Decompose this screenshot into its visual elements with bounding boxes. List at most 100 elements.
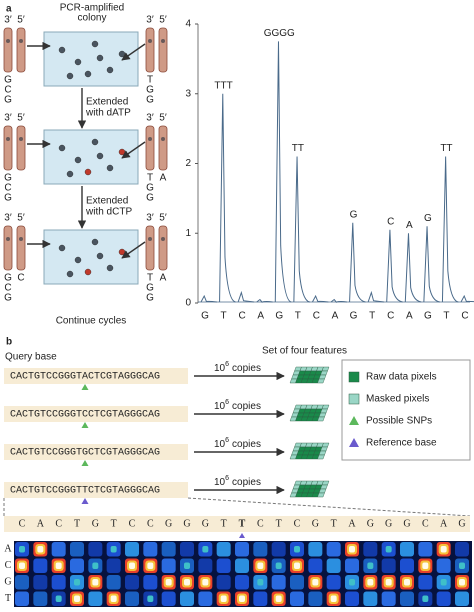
copies-label: 106 copies: [214, 399, 261, 412]
heat-spot: [74, 579, 80, 586]
bead: [96, 54, 104, 62]
x-tick-label: G: [201, 311, 209, 322]
strand-end: 3′: [4, 213, 12, 224]
arrow: [121, 43, 146, 61]
base: G: [146, 283, 154, 294]
bead: [118, 50, 126, 58]
sequence: CACTGTCCGGGT: [10, 486, 82, 497]
copies-unit: copies: [232, 477, 261, 488]
heat-cell: [418, 542, 433, 557]
heat-peak: [275, 595, 282, 602]
panel-label: a: [6, 4, 12, 15]
sequence: CTCGTAGGGCAG: [88, 486, 160, 497]
strand-end: 5′: [159, 15, 167, 26]
peak: [460, 294, 474, 303]
x-tick-label: C: [313, 311, 320, 322]
strand-end: 5′: [17, 113, 25, 124]
x-tick-label: G: [424, 311, 432, 322]
query-bg: [4, 368, 188, 384]
strand: [16, 225, 26, 271]
y-tick-label: 2: [185, 158, 191, 169]
base-marker: [81, 422, 89, 428]
copies-exponent: 6: [225, 399, 229, 406]
features-title: Set of four features: [262, 346, 347, 357]
strand-bead: [161, 39, 165, 43]
strand: [3, 27, 13, 73]
heat-peak: [330, 595, 337, 602]
arrow: [121, 141, 146, 159]
base: T: [147, 273, 153, 284]
read-bg: [4, 516, 470, 532]
sequence: CACTGTCCGGGT: [10, 448, 82, 459]
heat-cell: [216, 575, 231, 590]
channel-label: A: [4, 544, 12, 555]
bead: [58, 46, 66, 54]
base-marker: [81, 498, 89, 504]
read-base: T: [331, 518, 337, 529]
peak-label: G: [424, 213, 432, 224]
step-label: with dATP: [85, 108, 131, 119]
sequence: CACTGTCCGGGT: [10, 372, 82, 383]
heat-cell: [161, 558, 176, 573]
heat-peak: [385, 579, 392, 586]
bead: [91, 238, 99, 246]
peak: [219, 93, 236, 303]
peak: [256, 298, 273, 303]
read-base: G: [92, 518, 99, 529]
bead: [84, 70, 92, 78]
query-bg: [4, 482, 188, 498]
footer: Continue cycles: [56, 316, 127, 327]
peak-label: TTT: [214, 80, 232, 91]
sequence: CACTGTCCGGGT: [10, 410, 82, 421]
feature-pixel: [317, 378, 325, 384]
heat-cell: [326, 558, 341, 573]
heat-spot: [55, 595, 62, 602]
heat-cell: [125, 591, 139, 606]
heat-cell: [271, 542, 286, 557]
heat-spot: [92, 562, 99, 569]
heat-cell: [290, 575, 304, 590]
heat-cell: [308, 591, 323, 606]
peak: [200, 294, 218, 303]
added-base: C: [17, 273, 24, 284]
heat-cell: [125, 542, 139, 557]
bead: [74, 256, 82, 264]
heat-cell: [381, 558, 396, 573]
strand: [16, 125, 26, 171]
base-marker: [81, 460, 89, 466]
read-base: C: [129, 518, 136, 529]
legend-label: Raw data pixels: [366, 372, 437, 383]
strand: [158, 27, 168, 73]
heat-cell: [51, 575, 66, 590]
heat-cell: [180, 542, 194, 557]
peak-label: C: [387, 216, 394, 227]
read-base: T: [239, 518, 246, 529]
legend-label: Possible SNPs: [366, 416, 432, 427]
strand-bead: [148, 237, 152, 241]
heat-cell: [51, 542, 66, 557]
x-tick-label: A: [406, 311, 413, 322]
query-base: G: [82, 448, 88, 459]
feature-pixel: [317, 454, 325, 460]
strand-bead: [6, 137, 10, 141]
heat-cell: [33, 575, 48, 590]
heat-peak: [349, 546, 355, 553]
heat-spot: [349, 579, 355, 586]
base: C: [4, 85, 11, 96]
read-base: G: [312, 518, 319, 529]
heat-peak: [165, 579, 172, 586]
y-tick-label: 0: [185, 298, 191, 309]
heat-peak: [129, 562, 135, 569]
y-tick-label: 3: [185, 88, 191, 99]
heat-cell: [70, 558, 84, 573]
strand-bead: [19, 137, 23, 141]
base: G: [4, 75, 12, 86]
read-base: G: [403, 518, 410, 529]
peak: [423, 226, 440, 303]
peak: [293, 156, 311, 303]
query-label: Query base: [5, 352, 57, 363]
x-tick-label: A: [257, 311, 264, 322]
copies-label: 106 copies: [214, 475, 261, 488]
sequence: CTCGTAGGGCAG: [88, 448, 160, 459]
